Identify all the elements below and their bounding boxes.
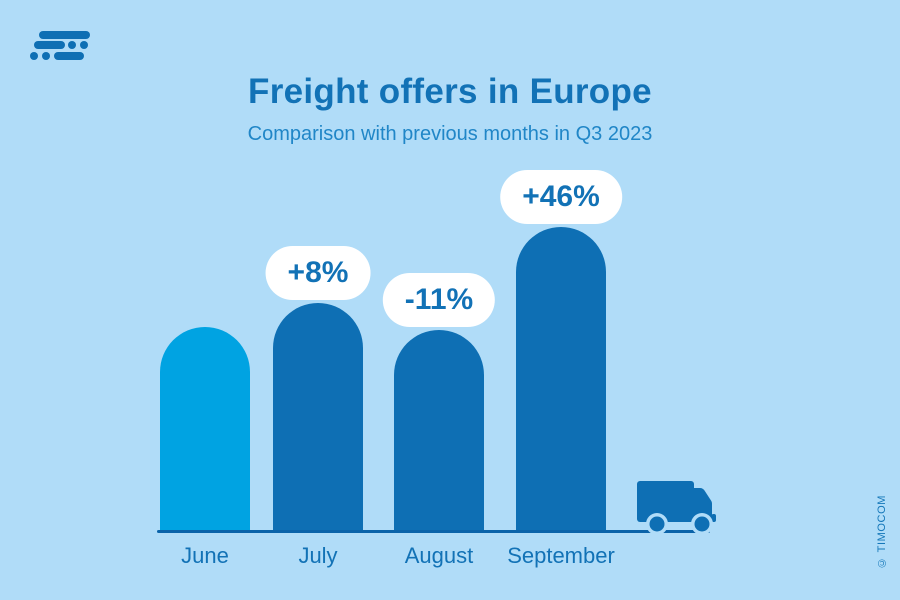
- bar-group-june: June: [160, 327, 250, 568]
- copyright-text: © TIMOCOM: [876, 495, 888, 569]
- bar-june: [160, 327, 250, 531]
- bar-group-july: +8% July: [265, 246, 371, 568]
- value-badge-august: -11%: [382, 273, 496, 327]
- value-badge-july: +8%: [265, 246, 371, 300]
- truck-icon: [637, 481, 716, 534]
- axis-label-june: June: [181, 543, 229, 568]
- bar-september: [516, 227, 606, 531]
- axis-label-july: July: [298, 543, 338, 568]
- value-badge-september: +46%: [500, 170, 622, 224]
- page-title: Freight offers in Europe: [248, 72, 652, 111]
- bar-group-september: +46% September: [500, 170, 622, 568]
- x-axis-line: [157, 530, 710, 533]
- bar-august: [394, 330, 484, 531]
- page-subtitle: Comparison with previous months in Q3 20…: [247, 123, 653, 145]
- bar-july: [273, 303, 363, 531]
- bar-group-august: -11% August: [382, 273, 496, 568]
- timocom-logo: [30, 31, 90, 60]
- axis-label-september: September: [507, 543, 615, 568]
- axis-label-august: August: [404, 543, 474, 568]
